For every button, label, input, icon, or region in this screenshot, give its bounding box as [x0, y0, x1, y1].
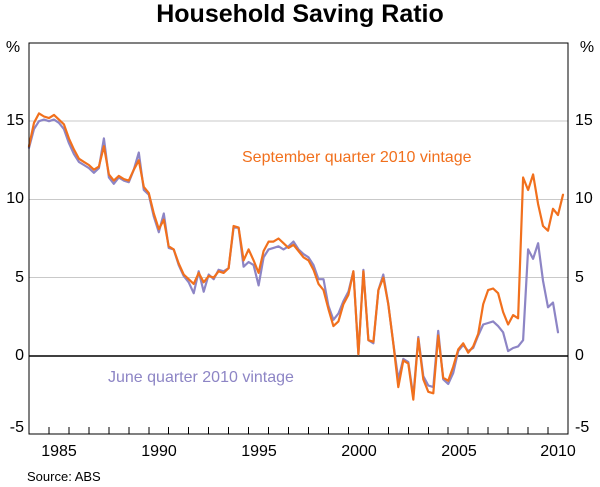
x-tick-1985: 1985	[41, 443, 77, 460]
y-tick-left-0: 0	[15, 347, 24, 364]
chart-title: Household Saving Ratio	[156, 0, 444, 28]
y-tick-right-neg5: -5	[575, 419, 590, 436]
y-axis-unit-right: %	[579, 39, 595, 56]
y-tick-left-neg5: -5	[9, 419, 24, 436]
y-tick-right-5: 5	[575, 269, 584, 286]
y-tick-left-10: 10	[6, 190, 24, 207]
x-tick-2000: 2000	[341, 443, 377, 460]
y-tick-left-15: 15	[6, 112, 24, 129]
series-label-september-vintage: September quarter 2010 vintage	[242, 149, 472, 166]
y-tick-right-0: 0	[575, 347, 584, 364]
x-tick-1995: 1995	[241, 443, 277, 460]
y-axis-unit-left: %	[5, 39, 21, 56]
y-tick-right-10: 10	[575, 190, 593, 207]
y-tick-left-5: 5	[15, 269, 24, 286]
x-tick-2005: 2005	[441, 443, 477, 460]
y-tick-right-15: 15	[575, 112, 593, 129]
x-tick-2010: 2010	[540, 443, 576, 460]
x-tick-1990: 1990	[141, 443, 177, 460]
series-label-june-vintage: June quarter 2010 vintage	[108, 369, 294, 386]
source-note: Source: ABS	[27, 469, 101, 484]
